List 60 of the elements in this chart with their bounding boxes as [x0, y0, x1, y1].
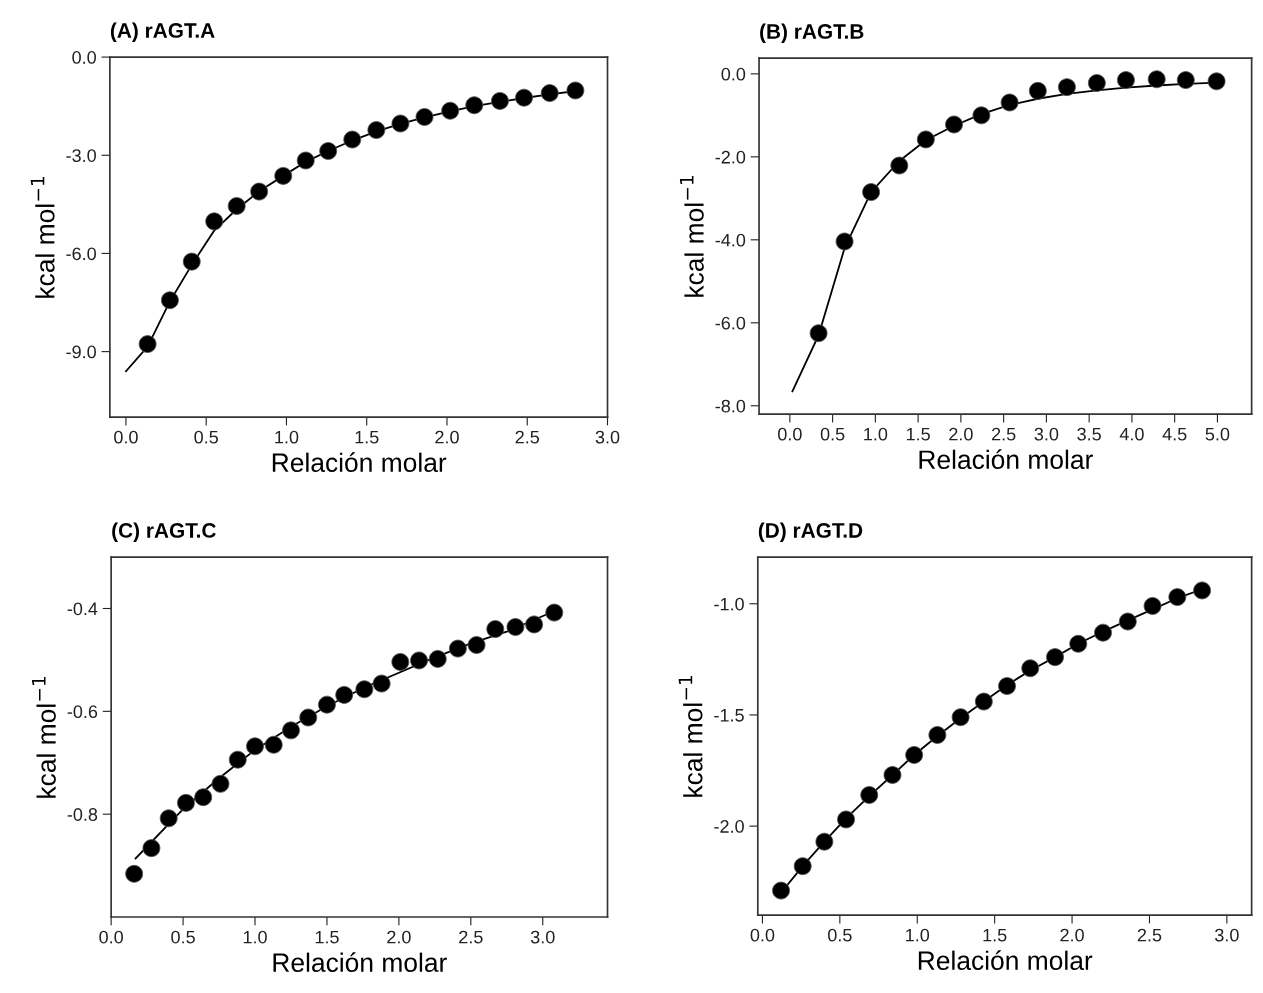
x-tick-label: 3.0: [1034, 427, 1059, 441]
y-tick-label: -4.0: [715, 233, 746, 247]
y-tick-label: -0.4: [67, 602, 98, 616]
x-tick-label: 1.5: [355, 430, 379, 444]
x-axis-title: Relación molar: [272, 452, 447, 473]
y-tick-label: -0.8: [67, 808, 98, 821]
x-tick-label: 5.0: [1205, 427, 1230, 441]
x-tick-label: 4.0: [1119, 427, 1144, 441]
x-tick-label: 1.0: [906, 928, 930, 942]
x-tick-label: 2.5: [515, 430, 540, 444]
x-tick-label: 2.0: [387, 930, 411, 944]
y-tick-label: 0.0: [721, 67, 746, 81]
x-tick-label: 1.5: [906, 427, 930, 441]
y-tick-label: -6.0: [66, 247, 96, 261]
y-tick-label: -6.0: [715, 316, 746, 330]
y-tick-label: -2.0: [714, 820, 744, 833]
y-tick-label: -1.5: [714, 709, 744, 722]
x-tick-label: 3.0: [1215, 928, 1239, 942]
x-tick-label: 2.5: [1137, 928, 1162, 942]
x-tick-label: 2.5: [992, 427, 1016, 441]
x-tick-label: 0.0: [750, 928, 775, 942]
x-axis-title: Relación molar: [919, 449, 1093, 470]
chart-title: (B) rAGT.B: [760, 23, 864, 43]
chart-title: (C) rAGT.C: [112, 522, 216, 542]
x-tick-label: 2.0: [435, 430, 459, 444]
x-tick-label: 1.5: [315, 930, 339, 944]
y-tick-label: -1.0: [714, 597, 744, 611]
y-tick-label: -2.0: [715, 150, 746, 164]
y-axis-title: kcal mol$^{−1}$: [32, 677, 56, 798]
chart-title: (D) rAGT.D: [758, 522, 863, 542]
y-axis-title: kcal mol$^{−1}$: [30, 177, 55, 298]
x-tick-label: 3.5: [1077, 427, 1101, 441]
x-tick-label: 2.0: [1060, 928, 1084, 942]
x-axis-title: Relación molar: [273, 952, 447, 972]
y-tick-label: -3.0: [66, 149, 96, 162]
x-tick-label: 0.5: [194, 430, 218, 444]
x-tick-label: 3.0: [530, 930, 555, 944]
y-tick-label: -9.0: [66, 345, 96, 359]
y-tick-label: 0.0: [72, 51, 96, 64]
x-tick-label: 1.0: [275, 430, 299, 444]
x-tick-label: 1.0: [243, 930, 267, 944]
chart-title: (A) rAGT.A: [110, 22, 215, 42]
y-axis-title: kcal mol$^{−1}$: [678, 676, 703, 797]
y-axis-title: kcal mol$^{−1}$: [679, 176, 704, 297]
x-tick-label: 0.5: [820, 427, 845, 441]
x-tick-label: 0.5: [171, 930, 195, 944]
x-tick-label: 1.5: [983, 928, 1007, 942]
x-tick-label: 0.0: [99, 930, 123, 944]
x-tick-label: 0.0: [778, 427, 802, 441]
x-tick-label: 0.5: [828, 928, 852, 942]
x-tick-label: 2.0: [949, 427, 973, 441]
x-tick-label: 1.0: [864, 427, 888, 441]
x-tick-label: 2.5: [459, 930, 483, 944]
x-tick-label: 3.0: [595, 430, 620, 444]
x-axis-title: Relación molar: [918, 950, 1093, 971]
y-tick-label: -0.6: [67, 705, 98, 719]
y-tick-label: -8.0: [715, 399, 746, 413]
x-tick-label: 0.0: [114, 430, 138, 444]
point: [972, 106, 991, 125]
x-tick-label: 4.5: [1162, 427, 1187, 441]
